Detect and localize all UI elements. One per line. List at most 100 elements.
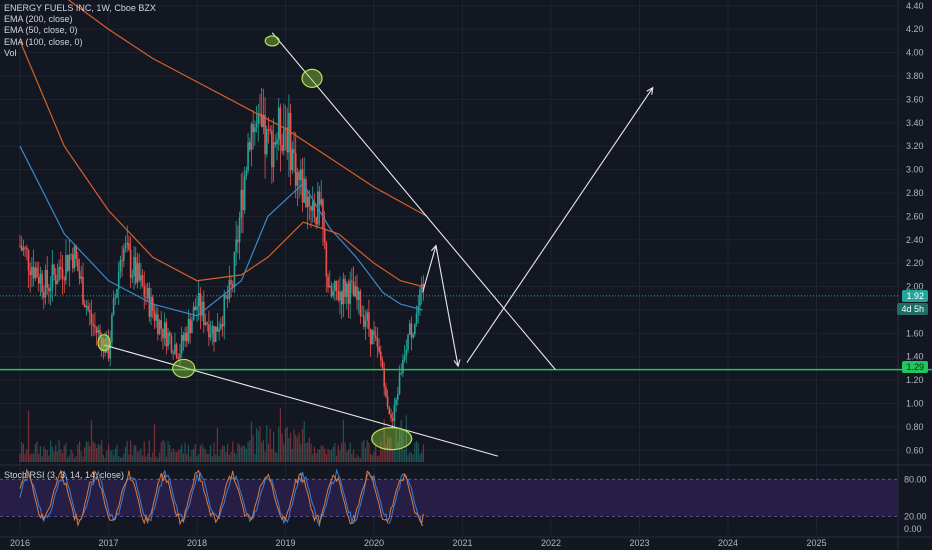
- candle-body: [87, 305, 89, 311]
- volume-bar: [191, 449, 193, 462]
- candle-body: [129, 249, 132, 278]
- highlight-circle: [371, 427, 413, 451]
- candle-body: [116, 289, 118, 298]
- volume-bar: [238, 444, 241, 462]
- y-tick-label: 4.20: [906, 24, 924, 34]
- candle-body: [99, 330, 101, 337]
- candle-body: [66, 255, 69, 271]
- candle-body: [332, 291, 334, 296]
- candle-body: [391, 418, 394, 421]
- candle-body: [252, 124, 254, 133]
- candle-body: [24, 247, 26, 249]
- volume-bar: [368, 442, 370, 462]
- volume-bar: [164, 441, 166, 462]
- volume-bar: [402, 429, 404, 462]
- candle-body: [402, 359, 404, 373]
- volume-bar: [380, 441, 382, 462]
- candle-body: [184, 332, 186, 341]
- candle-body: [160, 320, 163, 329]
- candle-body: [68, 255, 71, 271]
- candle-body: [179, 353, 181, 359]
- y-tick-label: 4.40: [906, 1, 924, 11]
- candle-body: [114, 297, 117, 299]
- volume-bar: [172, 448, 174, 462]
- candle-body: [335, 281, 338, 291]
- candle-body: [296, 172, 299, 186]
- volume-bar: [422, 444, 424, 462]
- volume-bar: [41, 456, 43, 462]
- volume-bar: [107, 444, 110, 462]
- volume-bar: [421, 452, 423, 462]
- volume-bar: [78, 441, 81, 462]
- volume-bar: [82, 456, 84, 462]
- y-tick-label: 2.80: [906, 188, 924, 198]
- candle-body: [260, 113, 263, 128]
- volume-bar: [73, 457, 76, 462]
- upside-arrowhead: [646, 86, 654, 95]
- volume-bar: [385, 444, 387, 462]
- volume-bar: [174, 451, 176, 462]
- candle-body: [206, 322, 209, 325]
- volume-bar: [158, 452, 161, 462]
- candle-body: [245, 170, 248, 177]
- volume-bar: [196, 456, 198, 462]
- candle-body: [140, 275, 142, 281]
- candle-body: [385, 387, 387, 397]
- volume-bar: [109, 450, 111, 462]
- volume-bar: [339, 450, 341, 462]
- candle-body: [97, 330, 100, 333]
- volume-bar: [254, 454, 256, 462]
- rsi-tick-label: 20.00: [904, 512, 927, 522]
- volume-bar: [22, 443, 25, 462]
- candle-body: [112, 298, 115, 315]
- y-tick-label: 3.40: [906, 118, 924, 128]
- ema50-line: [19, 145, 423, 317]
- volume-bar: [29, 454, 31, 462]
- stoch-rsi-band: [0, 479, 898, 517]
- x-tick-label: 2021: [452, 538, 472, 548]
- candle-body: [133, 256, 135, 276]
- candle-body: [237, 239, 239, 243]
- volume-bar: [101, 440, 103, 462]
- candle-body: [141, 275, 144, 286]
- candle-body: [257, 113, 260, 124]
- candle-body: [368, 312, 370, 329]
- volume-bar: [356, 454, 358, 462]
- volume-bar: [245, 448, 247, 462]
- candle-body: [254, 127, 256, 133]
- volume-bar: [359, 457, 361, 462]
- candle-body: [143, 285, 146, 297]
- candle-body: [136, 263, 139, 283]
- volume-bar: [247, 441, 249, 462]
- volume-bar: [233, 452, 236, 462]
- volume-bar: [177, 450, 179, 462]
- candle-body: [286, 127, 289, 153]
- volume-bar: [335, 455, 338, 462]
- candle-body: [43, 292, 45, 298]
- projection-segment: [435, 245, 459, 367]
- volume-bar: [337, 444, 339, 462]
- candle-body: [34, 267, 37, 279]
- candle-body: [199, 292, 202, 316]
- volume-bar: [266, 425, 268, 462]
- volume-bar: [124, 446, 127, 462]
- candle-body: [54, 274, 57, 285]
- volume-bar: [329, 450, 331, 462]
- candle-body: [221, 324, 224, 327]
- volume-bar: [181, 444, 183, 462]
- volume-bar: [75, 456, 77, 462]
- candle-body: [361, 315, 363, 317]
- volume-bar: [325, 453, 327, 462]
- volume-bar: [221, 445, 224, 462]
- candle-body: [102, 338, 105, 351]
- candle-body: [208, 324, 210, 338]
- last-price-badge: 1.92: [902, 290, 928, 302]
- volume-bar: [272, 431, 275, 462]
- candle-body: [233, 251, 236, 288]
- volume-bar: [269, 428, 271, 462]
- candle-body: [48, 287, 50, 292]
- candle-body: [19, 245, 21, 247]
